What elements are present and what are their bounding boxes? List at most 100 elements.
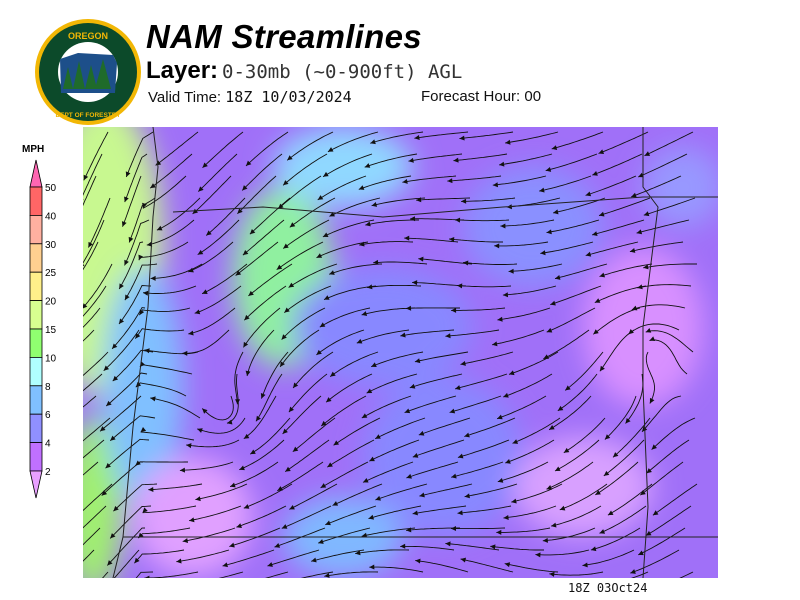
streamline bbox=[535, 549, 590, 556]
streamline bbox=[371, 351, 424, 368]
streamline bbox=[83, 131, 109, 181]
colorbar-tick-label: 40 bbox=[45, 211, 57, 222]
streamline-arrowhead bbox=[188, 330, 194, 336]
streamline bbox=[416, 197, 471, 201]
map-timestamp: 18Z 03Oct24 bbox=[568, 581, 648, 595]
streamline-arrowhead bbox=[143, 290, 149, 296]
streamline-arrowhead bbox=[613, 452, 619, 458]
streamline bbox=[83, 461, 99, 476]
streamline bbox=[496, 395, 547, 420]
streamline bbox=[400, 329, 455, 337]
streamline-arrowhead bbox=[549, 425, 555, 430]
streamline bbox=[150, 263, 203, 279]
colorbar-min-arrow bbox=[29, 470, 43, 499]
streamline bbox=[195, 483, 248, 501]
streamline-arrowhead bbox=[593, 329, 599, 335]
streamline-arrowhead bbox=[402, 178, 408, 184]
streamline bbox=[333, 417, 381, 446]
streamline-arrowhead bbox=[406, 305, 412, 311]
streamline bbox=[545, 153, 598, 172]
streamline bbox=[373, 261, 428, 265]
streamline bbox=[112, 349, 154, 382]
streamline bbox=[591, 219, 645, 236]
streamline bbox=[539, 175, 592, 192]
streamline-arrowhead bbox=[492, 341, 498, 347]
streamline-arrowhead bbox=[368, 514, 375, 520]
streamline bbox=[218, 571, 244, 578]
streamline bbox=[83, 329, 95, 342]
streamline bbox=[83, 549, 95, 562]
streamline bbox=[300, 571, 334, 578]
streamline-arrowhead bbox=[293, 382, 299, 388]
streamline bbox=[454, 373, 508, 390]
streamline bbox=[118, 285, 152, 325]
streamline bbox=[369, 439, 420, 462]
streamline bbox=[150, 397, 201, 419]
streamline bbox=[194, 285, 242, 314]
streamline-arrowhead bbox=[237, 208, 243, 214]
streamline-arrowhead bbox=[289, 222, 296, 228]
colorbar-segment bbox=[29, 186, 43, 216]
streamline bbox=[406, 461, 459, 479]
streamline bbox=[243, 483, 293, 509]
streamline-arrowhead bbox=[222, 562, 228, 568]
streamline bbox=[322, 153, 373, 178]
streamline-arrowhead bbox=[497, 316, 503, 322]
streamline bbox=[548, 395, 592, 431]
streamline bbox=[134, 328, 185, 339]
streamline bbox=[242, 219, 285, 256]
streamline bbox=[412, 281, 467, 287]
streamline-arrowhead bbox=[461, 198, 467, 204]
streamline-arrowhead bbox=[505, 139, 511, 145]
streamline bbox=[406, 527, 460, 531]
streamline bbox=[83, 395, 97, 408]
wind-speed-colorbar: 50 40 30 25 20 15 10 8 6 4 2 bbox=[29, 159, 57, 499]
streamline bbox=[367, 284, 422, 289]
streamline-arrowhead bbox=[361, 311, 368, 316]
streamline-arrowhead bbox=[248, 290, 254, 296]
streamline-arrowhead bbox=[329, 211, 335, 217]
streamline bbox=[324, 571, 379, 577]
streamline-arrowhead bbox=[243, 433, 250, 439]
streamline bbox=[599, 329, 635, 372]
streamline bbox=[414, 351, 469, 363]
streamline bbox=[135, 461, 188, 466]
streamline bbox=[630, 549, 680, 574]
streamline bbox=[402, 175, 457, 183]
streamline bbox=[496, 527, 551, 533]
streamline-arrowhead bbox=[197, 428, 203, 433]
streamline-arrowhead bbox=[288, 406, 295, 413]
streamline bbox=[243, 285, 287, 321]
streamline-arrowhead bbox=[150, 183, 156, 189]
streamline-arrowhead bbox=[283, 243, 289, 249]
streamline-arrowhead bbox=[640, 490, 646, 496]
streamline-arrowhead bbox=[281, 524, 288, 529]
streamline bbox=[375, 483, 428, 501]
streamline bbox=[594, 285, 647, 304]
streamline-arrowhead bbox=[497, 414, 503, 420]
streamline-arrowhead bbox=[316, 253, 323, 258]
layer-info: Layer: 0-30mb (~0-900ft) AGL bbox=[146, 57, 462, 85]
streamline-arrowhead bbox=[457, 453, 464, 459]
streamline-arrowhead bbox=[327, 462, 333, 468]
streamline-arrowhead bbox=[553, 209, 559, 215]
streamline bbox=[508, 351, 559, 375]
streamline bbox=[645, 330, 694, 353]
streamline-arrowhead bbox=[202, 289, 208, 294]
streamline-arrowhead bbox=[418, 256, 424, 262]
streamline bbox=[325, 505, 377, 526]
streamline bbox=[369, 566, 424, 573]
streamline bbox=[557, 373, 598, 412]
streamline bbox=[505, 131, 559, 144]
streamline bbox=[408, 153, 463, 162]
streamline-arrowhead bbox=[366, 388, 373, 394]
colorbar-segment bbox=[29, 215, 43, 245]
streamline-arrowhead bbox=[359, 241, 365, 247]
streamline bbox=[106, 527, 146, 566]
streamline-arrowhead bbox=[604, 434, 611, 440]
streamline bbox=[83, 241, 99, 271]
streamline-arrowhead bbox=[555, 275, 561, 280]
streamline-arrowhead bbox=[121, 221, 127, 227]
streamline-arrowhead bbox=[282, 428, 288, 434]
streamline bbox=[236, 505, 287, 528]
